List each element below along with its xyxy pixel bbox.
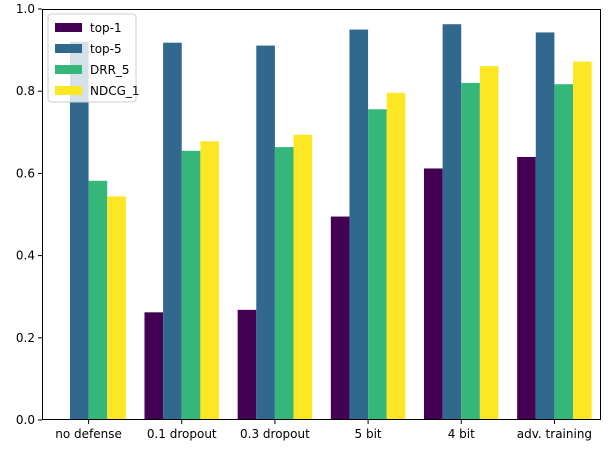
legend-swatch — [55, 44, 82, 53]
bar-top-5-2 — [256, 45, 275, 420]
y-tick-label: 0.8 — [16, 84, 35, 98]
bar-ndcg-1-5 — [573, 61, 592, 421]
x-tick-label: 0.1 dropout — [147, 427, 217, 441]
plot-frame — [42, 9, 601, 420]
legend-label: NDCG_1 — [90, 84, 140, 98]
bar-top-5-4 — [442, 24, 462, 421]
legend-label: top-1 — [90, 21, 122, 35]
bar-ndcg-1-2 — [293, 134, 313, 420]
bar-drr-5-5 — [554, 84, 574, 421]
legend-swatch — [55, 65, 82, 74]
bar-drr-5-1 — [181, 150, 201, 421]
legend-label: top-5 — [90, 42, 122, 56]
bar-drr-5-4 — [461, 82, 480, 420]
bar-top-1-1 — [144, 312, 164, 420]
y-tick-label: 1.0 — [16, 2, 35, 16]
y-tick-label: 0.2 — [16, 331, 35, 345]
bar-ndcg-1-3 — [386, 92, 406, 420]
bar-top-5-0 — [69, 41, 89, 420]
y-tick-label: 0.6 — [16, 166, 35, 180]
legend-swatch — [55, 23, 82, 32]
bar-drr-5-3 — [368, 109, 387, 420]
x-tick-label: adv. training — [517, 427, 592, 441]
bar-drr-5-0 — [88, 180, 108, 420]
x-tick-label: 0.3 dropout — [240, 427, 310, 441]
bar-top-5-1 — [163, 42, 182, 420]
legend-box — [47, 13, 137, 103]
x-axis: no defense 0.1 dropout 0.3 dropout 5 bit 4 b… — [55, 420, 592, 441]
x-tick-label: 5 bit — [355, 427, 382, 441]
y-tick-label: 0.0 — [16, 413, 35, 427]
y-tick-label: 0.4 — [16, 249, 35, 263]
x-tick-label: no defense — [55, 427, 122, 441]
legend-swatch — [55, 86, 82, 95]
bar-ndcg-1-1 — [200, 141, 220, 420]
bar-top-1-3 — [330, 216, 350, 420]
legend: top-1 top-5 DRR_5 NDCG_1 — [47, 13, 140, 103]
bar-top-5-5 — [535, 32, 555, 421]
bar-top-1-2 — [237, 309, 257, 420]
bar-drr-5-2 — [274, 147, 294, 420]
bars-group — [69, 24, 592, 421]
bar-top-5-3 — [349, 29, 369, 421]
bar-top-1-5 — [517, 156, 536, 420]
y-axis: 0.0 0.2 0.4 0.6 0.8 1.0 — [16, 2, 42, 427]
bar-ndcg-1-4 — [479, 66, 499, 420]
bar-ndcg-1-0 — [107, 196, 126, 420]
bar-top-1-4 — [423, 168, 443, 420]
x-tick-label: 4 bit — [448, 427, 475, 441]
legend-label: DRR_5 — [90, 63, 130, 77]
